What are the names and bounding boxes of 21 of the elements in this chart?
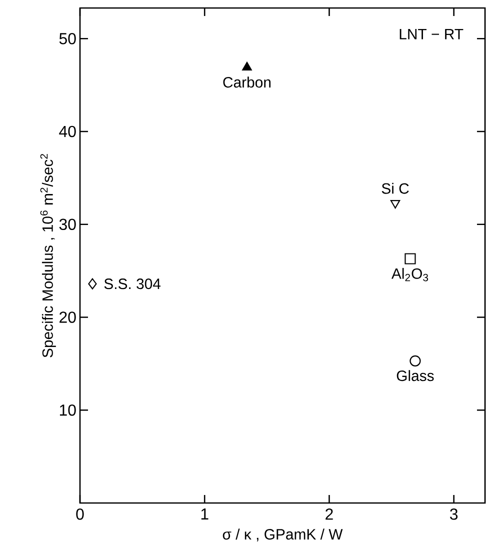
annotation: Carbon bbox=[223, 76, 271, 88]
y-tick-label: 30 bbox=[59, 218, 76, 230]
point bbox=[242, 62, 252, 70]
y-tick-label: 50 bbox=[59, 33, 76, 44]
x-tick-label: 2 bbox=[326, 508, 333, 520]
annotation: Glass bbox=[396, 370, 434, 382]
point bbox=[410, 355, 421, 366]
x-tick-label: 3 bbox=[450, 508, 458, 520]
x-axis-title: σ / κ , GPamK / W bbox=[222, 528, 343, 542]
point bbox=[88, 278, 97, 290]
annotation: Si C bbox=[382, 182, 409, 194]
annotation: S.S. 304 bbox=[104, 278, 161, 290]
y-tick-label: 40 bbox=[59, 126, 76, 138]
y-tick-label: 20 bbox=[60, 312, 76, 323]
x-tick-label: 0 bbox=[76, 508, 84, 520]
y-tick-label: 10 bbox=[60, 404, 76, 416]
point bbox=[404, 253, 416, 264]
y-axis-title: Specific Modulus , 10$^{6}$ m$^{2}$/sec$^{2}$ bbox=[40, 154, 56, 358]
x-tick-label: 1 bbox=[201, 508, 208, 520]
annotation: LNT − RT bbox=[400, 28, 464, 40]
annotation: Al$_{2}$O$_{3}$ bbox=[391, 268, 428, 282]
